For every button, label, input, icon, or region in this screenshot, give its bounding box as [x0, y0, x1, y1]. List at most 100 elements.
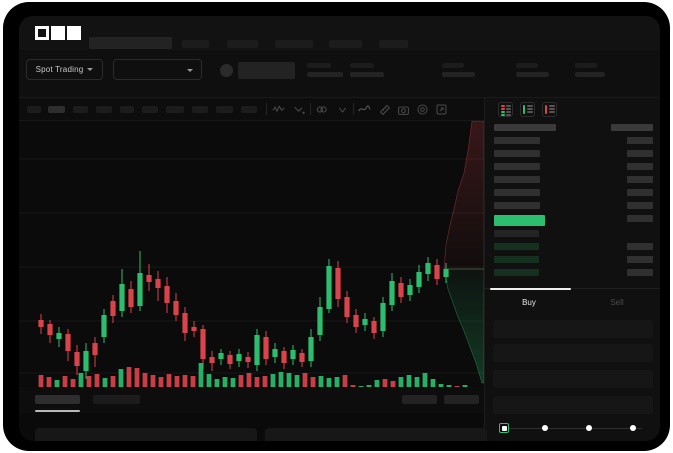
pair-selector[interactable] — [113, 59, 202, 80]
nav-item-4[interactable] — [379, 40, 408, 48]
tab-sell[interactable]: Sell — [573, 289, 660, 315]
fullscreen-icon[interactable] — [435, 103, 448, 116]
timeframe-9[interactable] — [241, 106, 257, 113]
line-chart-icon[interactable] — [358, 103, 371, 116]
stepper-track — [504, 427, 642, 429]
coin-avatar-icon — [220, 64, 233, 77]
toolbar-divider — [266, 103, 267, 115]
bottom-tab-bar — [19, 387, 484, 413]
bottom-tab-0[interactable] — [35, 395, 80, 404]
search-input[interactable] — [89, 37, 172, 49]
orderbook-ask-row[interactable] — [627, 163, 653, 170]
indicator-wave-icon[interactable] — [272, 103, 285, 116]
compare-icon[interactable] — [315, 103, 328, 116]
bids-only-icon[interactable] — [520, 102, 535, 117]
device-bezel: Spot Trading — [3, 2, 670, 451]
side-tabs: Buy Sell — [485, 288, 660, 314]
asks-only-icon[interactable] — [542, 102, 557, 117]
orderbook-bid-row[interactable] — [494, 189, 540, 196]
camera-icon[interactable] — [397, 103, 410, 116]
orderbook-ask-row[interactable] — [627, 137, 653, 144]
bottom-tab-1[interactable] — [93, 395, 140, 404]
orderbook-bid-row[interactable] — [494, 202, 540, 209]
orderbook-bid-row[interactable] — [494, 230, 539, 237]
stepper-dot-3[interactable] — [630, 425, 636, 431]
orderbook-bid-row[interactable] — [494, 124, 556, 131]
bottom-card-0[interactable] — [35, 428, 257, 441]
orderbook-bid-row[interactable] — [494, 176, 540, 183]
device-screen: Spot Trading — [19, 16, 660, 441]
logo-block-k — [51, 26, 65, 40]
orderbook-ask-row[interactable] — [627, 202, 653, 209]
active-bottom-tab-indicator — [35, 410, 80, 412]
order-field-3[interactable] — [493, 396, 653, 414]
stepper-handle[interactable] — [499, 423, 509, 433]
orderbook-ask-row[interactable] — [627, 215, 653, 222]
bottom-action-1[interactable] — [444, 395, 479, 404]
orderbook-bid-row[interactable] — [494, 243, 539, 250]
orderbook-bid-row[interactable] — [494, 215, 545, 226]
timeframe-1[interactable] — [48, 106, 65, 113]
orderbook-ask-row[interactable] — [627, 256, 653, 263]
stat-value — [575, 72, 605, 77]
orderbook-ask-row[interactable] — [627, 176, 653, 183]
orderbook-ask-row[interactable] — [627, 269, 653, 276]
nav-item-3[interactable] — [329, 40, 362, 48]
trend-line-icon[interactable] — [293, 103, 306, 116]
order-field-0[interactable] — [493, 320, 653, 338]
orderbook-ask-row[interactable] — [611, 124, 653, 131]
bottom-card-1[interactable] — [265, 428, 487, 441]
tab-buy-label: Buy — [522, 297, 536, 307]
bottom-action-0[interactable] — [402, 395, 437, 404]
stat-value — [442, 72, 475, 77]
order-field-2[interactable] — [493, 370, 653, 388]
timeframe-2[interactable] — [73, 106, 88, 113]
nav-item-1[interactable] — [227, 40, 258, 48]
orderbook-ask-row[interactable] — [627, 189, 653, 196]
trading-mode-selector[interactable]: Spot Trading — [26, 59, 103, 80]
stat-value — [516, 72, 549, 77]
trading-mode-label: Spot Trading — [35, 65, 84, 74]
timeframe-7[interactable] — [192, 106, 208, 113]
orderbook-ask-row[interactable] — [627, 150, 653, 157]
okx-logo[interactable] — [35, 26, 81, 40]
order-field-1[interactable] — [493, 344, 653, 362]
stat-label — [350, 63, 374, 68]
stat-label — [307, 63, 331, 68]
both-sides-icon[interactable] — [498, 102, 513, 117]
tab-buy[interactable]: Buy — [485, 288, 573, 315]
settings-icon[interactable] — [416, 103, 429, 116]
orderbook-ask-row[interactable] — [627, 243, 653, 250]
dropdown-caret-icon[interactable] — [336, 103, 349, 116]
timeframe-8[interactable] — [216, 106, 233, 113]
timeframe-0[interactable] — [27, 106, 41, 113]
timeframe-6[interactable] — [166, 106, 184, 113]
candlestick-canvas — [19, 121, 484, 387]
orderbook-bid-row[interactable] — [494, 150, 540, 157]
timeframe-3[interactable] — [96, 106, 112, 113]
ruler-icon[interactable] — [378, 103, 391, 116]
timeframe-4[interactable] — [120, 106, 134, 113]
price-chart[interactable] — [19, 121, 484, 387]
timeframe-5[interactable] — [142, 106, 158, 113]
chevron-down-icon — [187, 69, 193, 72]
orderbook-rows[interactable] — [485, 122, 660, 287]
stepper-dot-2[interactable] — [586, 425, 592, 431]
orderbook-bid-row[interactable] — [494, 256, 539, 263]
stepper-dot-1[interactable] — [542, 425, 548, 431]
nav-item-2[interactable] — [275, 40, 313, 48]
orderbook-bid-row[interactable] — [494, 163, 540, 170]
chevron-down-icon — [87, 68, 94, 71]
orderbook-bid-row[interactable] — [494, 137, 540, 144]
orderbook-bid-row[interactable] — [494, 269, 539, 276]
app-header — [19, 16, 660, 50]
stat-4 — [575, 63, 605, 77]
last-price — [238, 62, 295, 79]
nav-item-0[interactable] — [182, 40, 209, 48]
logo-block-x — [67, 26, 81, 40]
amount-stepper[interactable] — [499, 423, 647, 433]
stat-0 — [307, 63, 343, 77]
toolbar-divider — [310, 103, 311, 115]
stat-3 — [516, 63, 549, 77]
